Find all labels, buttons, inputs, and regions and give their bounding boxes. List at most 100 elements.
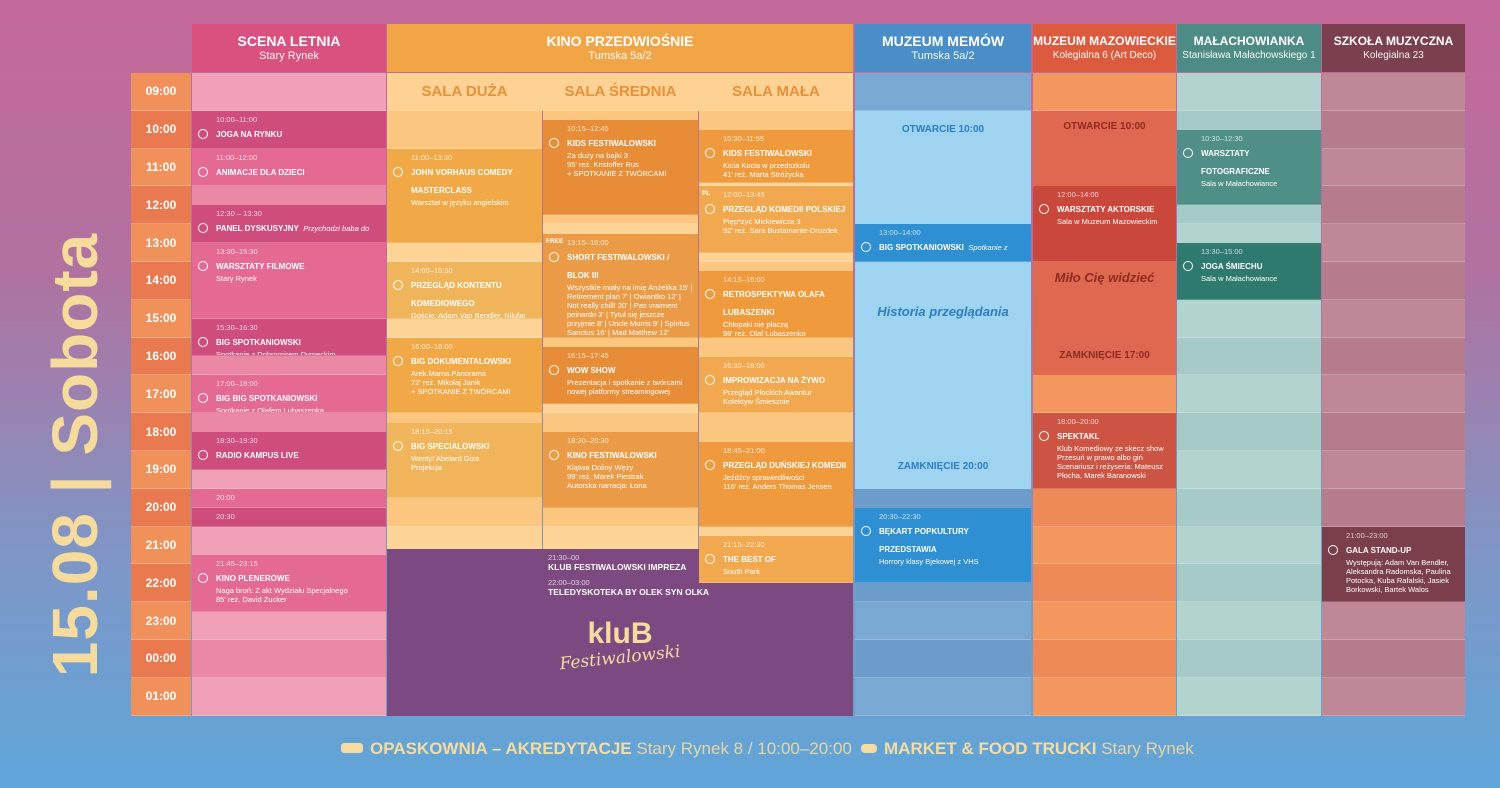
- event: 13:30–15:00 JOGA ŚMIECHU Sala w Małachowia…: [1177, 243, 1321, 300]
- room-name: SALA MAŁA: [732, 83, 820, 100]
- event-line: Kicia Kocia w przedszkolu: [723, 160, 810, 170]
- event-line: Arek.Mama.Panorama: [411, 368, 487, 378]
- event-line: 99' reż. Marek Piestrak: [567, 472, 644, 482]
- time-cell: 01:00: [131, 677, 191, 716]
- event-time: 16:15–17:45: [567, 351, 609, 361]
- close-label: ZAMKNIĘCIE 20:00: [897, 461, 989, 472]
- event-title: IMPROWIZACJA NA ŻYWO: [723, 375, 826, 385]
- room-name: SALA ŚREDNIA: [564, 83, 677, 100]
- event-line: Klub Komediowy ze skecz show: [1057, 444, 1164, 454]
- grid-cell: [1033, 488, 1176, 527]
- room-name: SALA DUŻA: [421, 83, 508, 100]
- event-time: 12:00–14:00: [1057, 190, 1099, 200]
- event-icon: [705, 374, 715, 385]
- event-line: Klątwa Doliny Węży: [567, 463, 634, 473]
- event-title: BIG SPECIALOWSKI: [411, 441, 490, 451]
- event-line: Autorska narracja: Łona: [567, 481, 647, 491]
- event-time: 21:30–00: [548, 553, 580, 562]
- event-title: BIG BIG SPOTKANIOWSKI: [216, 394, 318, 404]
- grid-cell: [1177, 299, 1321, 338]
- event: 21:45–23:15 KINO PLENEROWE Naga broń: Z ak…: [192, 554, 386, 612]
- event-icon: [1183, 147, 1193, 158]
- event-icon: [705, 147, 715, 158]
- event-time: 16:30–18:00: [723, 360, 765, 370]
- event-time: 18:15–20:15: [411, 426, 453, 436]
- event-title: TELEDYSKOTEKA BY OLEK SYN OLKA: [548, 587, 710, 597]
- event: 16:30–18:00 IMPROWIZACJA NA ŻYWO Przegląd …: [699, 356, 853, 414]
- event-title: PRZEGLĄD DUŃSKIEJ KOMEDII: [723, 460, 847, 470]
- event-title: PRZEGLĄD KOMEDII POLSKIEJ: [723, 205, 846, 215]
- event-icon: [1039, 204, 1049, 215]
- event-title: KINO FESTIWALOWSKI: [567, 451, 657, 461]
- event-icon: [198, 450, 208, 461]
- grid-cell: [192, 73, 386, 111]
- event: 11:00–13:30 JOHN VORHAUS COMEDY MASTERCLA…: [387, 148, 542, 244]
- event: 17:00–18:00 BIG BIG SPOTKANIOWSKI Spotkani…: [192, 375, 386, 414]
- grid-cell: [1322, 488, 1465, 527]
- event-time: 13:30–15:30: [216, 247, 258, 257]
- footer-item: OPASKOWNIA – AKREDYTACJE Stary Rynek 8 /…: [340, 739, 852, 759]
- grid-cell: [1322, 262, 1465, 300]
- time-cell: 09:00: [131, 73, 191, 111]
- footer-icon: [861, 744, 877, 753]
- event-note: Przychodzi baba do lekarza: [303, 224, 370, 234]
- event-line: + SPOTKANIE Z TWÓRCAMI: [567, 337, 694, 338]
- event-time: 21:00–23:00: [1346, 530, 1388, 540]
- event-icon: [549, 138, 559, 149]
- event-time: 10:30–11:55: [723, 133, 765, 143]
- event: 20:30–22:30 BĘKART POPKULTURY PRZEDSTAWIA…: [855, 507, 1031, 584]
- venue-address: Tumska 5a/2: [588, 50, 652, 62]
- event-title: WARSZTATY AKTORSKIE: [1057, 205, 1155, 215]
- event-icon: [1183, 261, 1193, 272]
- grid-cell: [1033, 375, 1176, 414]
- date-label: 15.08 | Sobota: [39, 232, 111, 678]
- event-icon: [393, 355, 403, 366]
- time-cell: 20:00: [131, 488, 191, 527]
- event-title: KLUB FESTIWALOWSKI IMPREZA: [548, 562, 687, 572]
- event-line: 116' reż. Anders Thomas Jensen: [723, 481, 832, 491]
- event-line: Chłopaki nie płaczą: [723, 320, 789, 330]
- time-cell: 16:00: [131, 337, 191, 376]
- event-title: BIG SPOTKANIOWSKI: [216, 337, 301, 347]
- event-time: 11:00–12:00: [216, 152, 258, 162]
- time-cell: 00:00: [131, 640, 191, 678]
- event: 20:00POKAZ MODY SZLAFROKOWEJ: [192, 488, 386, 508]
- grid-cell: [855, 677, 1031, 716]
- time-cell: 19:00: [131, 451, 191, 489]
- grid-cell: [1177, 640, 1321, 678]
- time-cell: 23:00: [131, 602, 191, 640]
- event-title: KIDS FESTIWALOWSKI: [723, 148, 812, 158]
- event-badge: FREE: [546, 237, 564, 245]
- grid-cell: [1322, 602, 1465, 640]
- venue-header: MUZEUM MEMÓW Tumska 5a/2: [855, 24, 1031, 72]
- event-time: 13:00–14:00: [879, 228, 921, 238]
- event-time: 18:30–20:30: [567, 436, 609, 446]
- venue-address: Kolegialna 23: [1363, 50, 1424, 61]
- event-time: 13:15–16:00: [567, 237, 609, 247]
- event-time: 10:15–12:45: [567, 124, 609, 134]
- grid-cell: [1322, 186, 1465, 225]
- event: 10:00–11:00 JOGA NA RYNKU: [192, 110, 386, 149]
- event-icon: [705, 459, 715, 470]
- event-time: 16:00–18:00: [411, 341, 453, 351]
- event-line: 95' reż. Kristoffer Rus: [567, 160, 639, 170]
- event-time: 18:30–19:30: [216, 436, 258, 446]
- event-time: 13:30–15:00: [1201, 247, 1243, 257]
- time-cell: 22:00: [131, 564, 191, 603]
- event: 12:00–14:00 WARSZTATY AKTORSKIE Sala w Muz…: [1033, 186, 1176, 262]
- logo-top: kluB: [587, 617, 653, 650]
- event: 10:30–11:55 KIDS FESTIWALOWSKI Kicia Kocia…: [699, 129, 853, 184]
- event: 18:15–20:15 BIG SPECIALOWSKI Wenty! Abelar…: [387, 422, 542, 499]
- event-icon: [705, 289, 715, 300]
- event-line: Pięp*zyć Mickiewicza 3: [723, 217, 801, 227]
- event-time: 21:15–22:30: [723, 540, 765, 550]
- klub-logo: kluB Festiwalowski: [540, 617, 700, 675]
- event-line: 72' reż. Mikołaj Janik: [411, 377, 481, 387]
- event-line: 85' reż. David Zucker: [216, 594, 287, 604]
- grid-cell: [1177, 488, 1321, 527]
- event-time: 10:30–12:30: [1201, 133, 1243, 143]
- time-cell: 17:00: [131, 375, 191, 414]
- grid-cell: [1322, 640, 1465, 678]
- grid-cell: [1322, 451, 1465, 489]
